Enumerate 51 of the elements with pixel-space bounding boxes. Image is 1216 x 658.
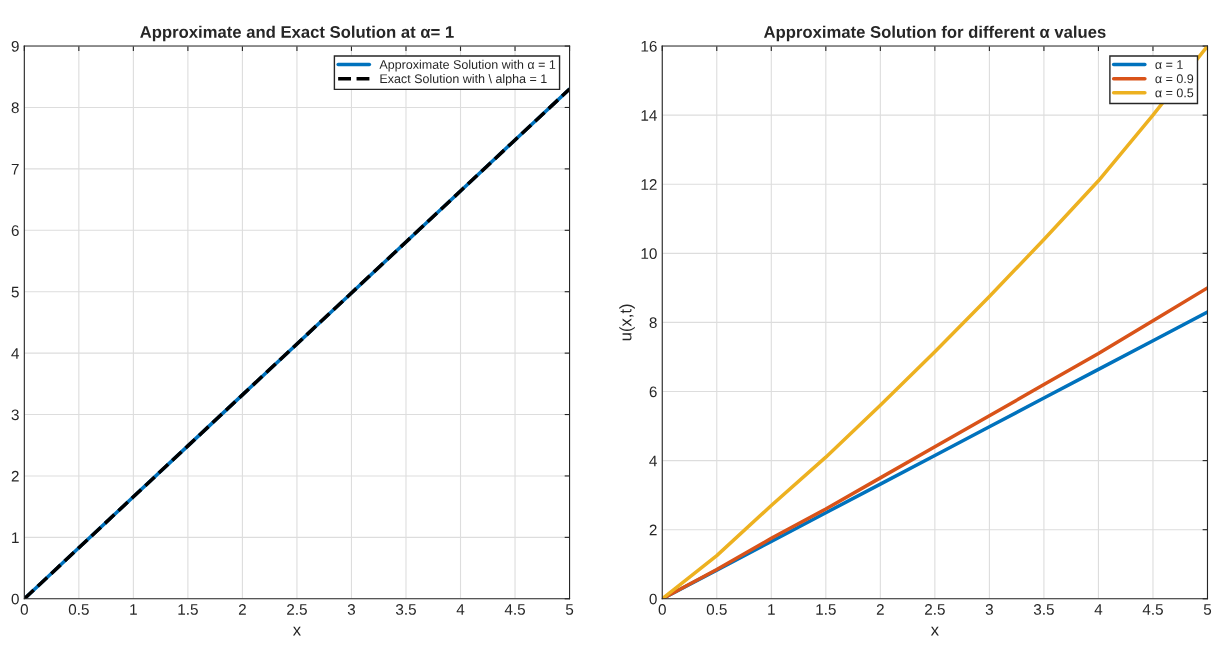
legend-label: Approximate Solution with α = 1 [379,59,556,72]
legend-label: α = 1 [1155,60,1183,69]
x-tick-label: 0 [658,604,666,615]
x-tick-label: 2 [876,604,884,615]
y-tick-label: 10 [641,248,657,260]
x-tick-label: 1.5 [178,604,198,615]
y-tick-label: 4 [11,348,20,359]
y-tick-label: 9 [11,40,19,52]
x-tick-label: 1 [130,604,137,615]
y-tick-label: 5 [11,286,19,298]
x-tick-label: 4 [456,604,465,615]
y-tick-label: 6 [649,386,657,398]
x-axis-title: x [930,626,939,636]
x-tick-label: 4 [1094,604,1103,615]
x-tick-label: 4.5 [504,604,526,615]
x-tick-label: 1.5 [816,604,836,615]
y-tick-label: 6 [11,225,19,236]
y-tick-label: 7 [11,163,19,175]
x-axis-title: x [292,626,301,636]
x-tick-label: 0.5 [706,604,727,615]
x-tick-label: 2 [238,604,246,615]
legend-label: Exact Solution with \ alpha = 1 [380,73,547,86]
y-tick-label: 14 [641,110,657,121]
x-tick-label: 2.5 [287,604,307,615]
y-tick-label: 8 [11,102,19,114]
x-tick-label: 3 [985,604,993,615]
y-axis-title: u(x,t) [619,304,635,341]
y-tick-label: 16 [641,40,657,52]
x-tick-label: 0.5 [68,604,89,615]
x-tick-label: 1 [768,604,775,615]
legend-label: α = 0.5 [1155,88,1194,98]
y-tick-label: 0 [11,593,19,605]
x-tick-label: 2.5 [925,604,945,615]
x-tick-label: 0 [20,604,28,615]
x-tick-label: 3.5 [1033,604,1054,615]
y-tick-label: 0 [649,593,657,605]
y-tick-label: 12 [641,179,657,190]
chart-title: Approximate Solution for different α values [763,25,1106,42]
chart-title: Approximate and Exact Solution at α= 1 [140,25,454,42]
x-tick-label: 4.5 [1142,604,1163,615]
y-tick-label: 3 [11,409,19,421]
y-tick-label: 8 [649,317,657,329]
x-tick-label: 5 [565,604,574,615]
y-tick-label: 2 [11,470,19,482]
y-tick-label: 1 [12,532,19,543]
x-tick-label: 3 [347,604,356,615]
legend-label: α = 0.9 [1155,74,1194,84]
y-tick-label: 2 [649,524,657,536]
x-tick-label: 3.5 [395,604,416,615]
x-tick-label: 5 [1203,604,1212,615]
y-tick-label: 4 [649,455,657,467]
